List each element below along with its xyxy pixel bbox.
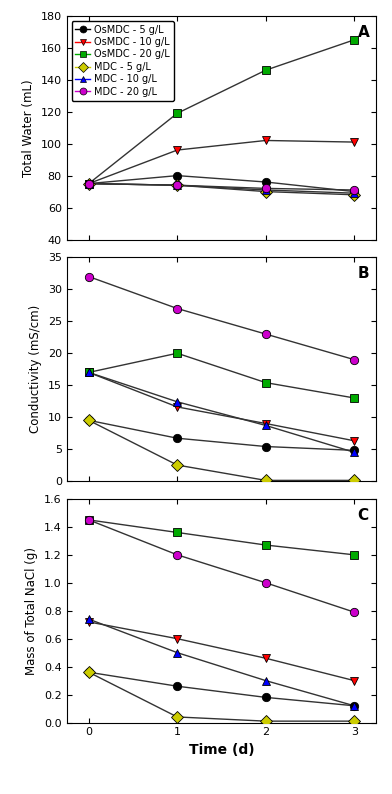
Text: A: A bbox=[358, 25, 370, 40]
Y-axis label: Conductivity (mS/cm): Conductivity (mS/cm) bbox=[29, 305, 42, 434]
Text: B: B bbox=[358, 266, 369, 281]
Y-axis label: Mass of Total NaCl (g): Mass of Total NaCl (g) bbox=[25, 547, 38, 675]
Y-axis label: Total Water (mL): Total Water (mL) bbox=[22, 79, 35, 176]
X-axis label: Time (d): Time (d) bbox=[189, 743, 254, 757]
Legend: OsMDC - 5 g/L, OsMDC - 10 g/L, OsMDC - 20 g/L, MDC - 5 g/L, MDC - 10 g/L, MDC - : OsMDC - 5 g/L, OsMDC - 10 g/L, OsMDC - 2… bbox=[71, 21, 174, 101]
Text: C: C bbox=[358, 508, 369, 523]
